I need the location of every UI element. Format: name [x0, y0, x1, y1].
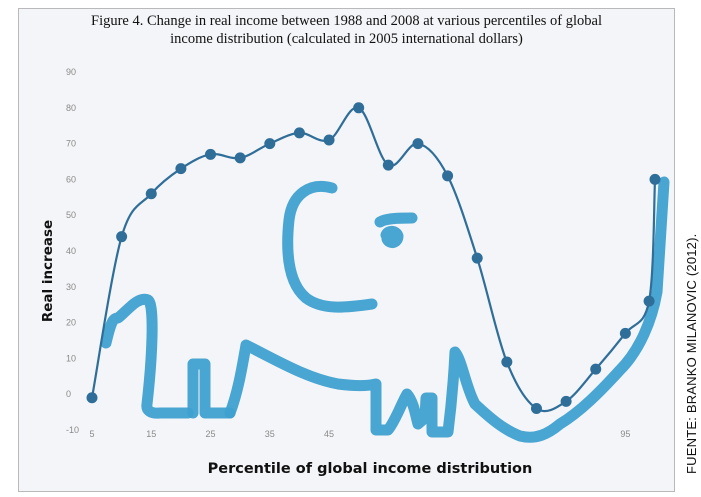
data-point	[560, 395, 572, 407]
data-point	[471, 252, 483, 264]
y-tick-label: 0	[66, 389, 71, 399]
data-point	[116, 231, 128, 243]
y-tick-label: 20	[66, 318, 76, 328]
data-point	[643, 295, 655, 307]
y-tick-label: 50	[66, 210, 76, 220]
y-axis-title: Real increase	[40, 220, 56, 322]
data-point	[145, 188, 157, 200]
data-point	[530, 403, 542, 415]
y-tick-label: 70	[66, 139, 76, 149]
y-tick-label: 80	[66, 103, 76, 113]
x-axis-title: Percentile of global income distribution	[208, 461, 533, 477]
x-tick-label: 45	[324, 429, 334, 439]
elephant-stroke	[282, 181, 378, 313]
elephant-stroke	[187, 358, 236, 419]
y-tick-label: 90	[66, 67, 76, 77]
figure-title: Figure 4. Change in real income between …	[91, 13, 602, 47]
data-point	[442, 170, 454, 182]
data-point	[649, 173, 661, 185]
data-point	[412, 138, 424, 150]
series-line	[90, 106, 657, 413]
data-point	[501, 356, 513, 368]
data-point	[353, 102, 365, 114]
x-tick-label: 95	[620, 429, 630, 439]
data-point	[590, 363, 602, 375]
elephant-stroke	[224, 176, 670, 443]
figure-frame	[18, 8, 675, 492]
data-point	[205, 148, 217, 160]
x-tick-label: 5	[89, 429, 94, 439]
x-tick-label: 35	[265, 429, 275, 439]
data-point	[293, 127, 305, 139]
data-point	[175, 163, 187, 175]
x-tick-label: 25	[206, 429, 216, 439]
y-tick-label: 40	[66, 246, 76, 256]
y-tick-label: 60	[66, 174, 76, 184]
elephant-stroke	[374, 212, 418, 228]
source-credit: FUENTE: BRANKO MILANOVIC (2012).	[684, 233, 699, 474]
elephant-stroke	[100, 293, 194, 419]
y-tick-label: 10	[66, 353, 76, 363]
elephant-stroke	[380, 225, 404, 249]
data-point	[234, 152, 246, 164]
y-tick-label: 30	[66, 282, 76, 292]
data-point	[323, 134, 335, 146]
data-point	[86, 392, 98, 404]
data-point	[382, 159, 394, 171]
x-tick-label: 15	[146, 429, 156, 439]
y-tick-label: -10	[66, 425, 79, 435]
data-point	[619, 327, 631, 339]
data-point	[264, 138, 276, 150]
